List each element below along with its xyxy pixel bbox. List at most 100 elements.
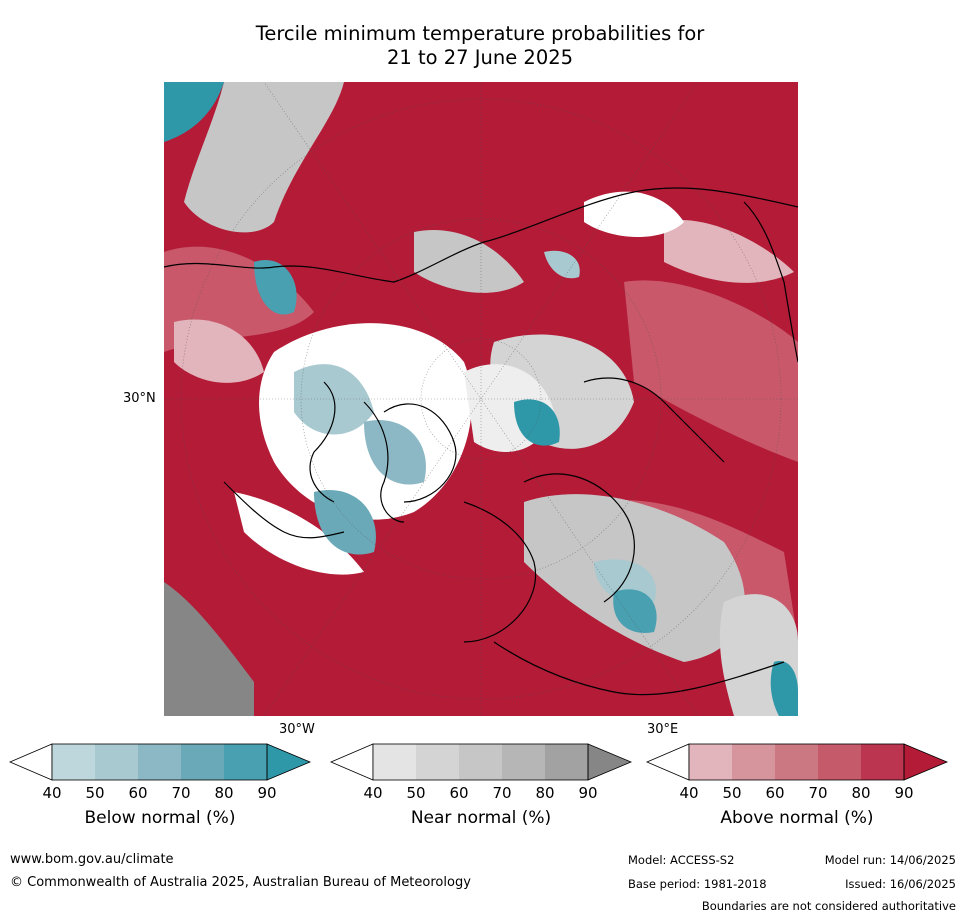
colorbar-segment xyxy=(903,743,949,781)
coastline xyxy=(743,201,798,363)
colorbar-segment xyxy=(459,744,502,780)
coastlines xyxy=(164,187,798,696)
colorbar-segment xyxy=(181,744,224,780)
coastline xyxy=(223,481,345,539)
model-run-date: Model run: 14/06/2025 xyxy=(824,853,956,867)
longitude-label-30e: 30°E xyxy=(647,722,679,737)
colorbar-title: Above normal (%) xyxy=(720,808,874,828)
coastline xyxy=(309,381,336,503)
above-normal-moderate-region xyxy=(624,280,798,462)
colorbar-tick: 60 xyxy=(128,784,148,802)
colorbar-segment xyxy=(138,744,181,780)
colorbar-tick: 80 xyxy=(214,784,234,802)
colorbar-above-normal: 40 50 60 70 80 90 Above normal (%) xyxy=(645,743,949,828)
coastline xyxy=(164,241,485,283)
graticule xyxy=(164,82,798,716)
map-title-line-1: Tercile minimum temperature probabilitie… xyxy=(255,22,705,45)
colorbar-tick: 40 xyxy=(42,784,62,802)
colorbar-outline xyxy=(51,743,268,781)
colorbar-segment xyxy=(645,743,690,781)
colorbar-ticks: 40 50 60 70 80 90 xyxy=(331,784,631,804)
map-title: Tercile minimum temperature probabilitie… xyxy=(160,22,800,70)
coastline xyxy=(383,403,457,503)
low-probability-region xyxy=(234,492,364,575)
colorbar-segment xyxy=(818,744,861,780)
colorbar-segment xyxy=(861,744,904,780)
colorbar-segment xyxy=(329,743,374,781)
colorbar-outline xyxy=(688,743,905,781)
boundaries-disclaimer: Boundaries are not considered authoritat… xyxy=(701,899,956,913)
colorbar-segment xyxy=(373,744,416,780)
colorbar-tick: 50 xyxy=(85,784,105,802)
colorbar-segment xyxy=(8,743,53,781)
near-normal-region xyxy=(184,82,344,233)
colorbar-segment xyxy=(95,744,138,780)
coastline xyxy=(463,501,537,643)
colorbar-tick: 80 xyxy=(851,784,871,802)
below-normal-region xyxy=(544,250,580,279)
map-title-line-2: 21 to 27 June 2025 xyxy=(386,46,574,69)
colorbar-segment xyxy=(52,744,95,780)
colorbar-tick: 70 xyxy=(808,784,828,802)
base-period: Base period: 1981-2018 xyxy=(628,877,767,891)
meridian xyxy=(263,82,699,716)
near-normal-region xyxy=(414,230,524,293)
colorbar-segment xyxy=(502,744,545,780)
low-probability-region xyxy=(584,191,684,237)
above-normal-light-region xyxy=(174,319,264,383)
colorbar-near-normal: 40 50 60 70 80 90 Near normal (%) xyxy=(329,743,633,828)
colorbar-below-normal: 40 50 60 70 80 90 Below normal (%) xyxy=(8,743,312,828)
colorbar-tick: 70 xyxy=(171,784,191,802)
colorbar-tick: 40 xyxy=(679,784,699,802)
colorbar-segment xyxy=(266,743,312,781)
latitude-circle xyxy=(300,218,662,580)
colorbar-tick: 90 xyxy=(257,784,277,802)
colorbar-below-normal-swatches xyxy=(8,743,312,781)
colorbar-tick: 70 xyxy=(492,784,512,802)
issued-date: Issued: 16/06/2025 xyxy=(845,877,956,891)
below-normal-region xyxy=(613,589,657,633)
colorbar-segment xyxy=(545,744,588,780)
colorbar-tick: 80 xyxy=(535,784,555,802)
colorbar-tick: 60 xyxy=(765,784,785,802)
copyright-notice: © Commonwealth of Australia 2025, Austra… xyxy=(10,875,471,890)
colorbar-tick: 90 xyxy=(894,784,914,802)
below-normal-region xyxy=(314,490,376,555)
colorbar-segment xyxy=(416,744,459,780)
colorbar-segment xyxy=(224,744,267,780)
colorbar-ticks: 40 50 60 70 80 90 xyxy=(647,784,947,804)
below-normal-region xyxy=(254,260,297,315)
model-name: Model: ACCESS-S2 xyxy=(628,853,735,867)
latitude-label-30n: 30°N xyxy=(123,391,156,406)
below-normal-region xyxy=(364,420,426,485)
coastline xyxy=(583,377,725,463)
near-normal-region-dark xyxy=(164,582,254,716)
below-normal-region xyxy=(514,399,560,446)
colorbar-segment xyxy=(689,744,732,780)
colorbar-tick: 50 xyxy=(722,784,742,802)
colorbar-title: Near normal (%) xyxy=(410,808,552,828)
below-normal-region xyxy=(164,82,224,142)
above-normal-light-region xyxy=(664,220,794,283)
colorbar-tick: 50 xyxy=(406,784,426,802)
colorbar-title: Below normal (%) xyxy=(84,808,236,828)
colorbar-tick: 60 xyxy=(449,784,469,802)
colorbar-segment xyxy=(775,744,818,780)
colorbar-tick: 40 xyxy=(363,784,383,802)
colorbar-ticks: 40 50 60 70 80 90 xyxy=(10,784,310,804)
coastline xyxy=(493,641,785,696)
coastline xyxy=(363,401,405,523)
colorbar-tick: 90 xyxy=(578,784,598,802)
latitude-circle xyxy=(180,98,782,700)
coastline xyxy=(483,187,798,243)
below-normal-region xyxy=(770,661,798,716)
latitude-circle xyxy=(420,338,542,460)
tercile-probability-map xyxy=(164,82,798,716)
colorbar-segment xyxy=(732,744,775,780)
colorbar-above-normal-swatches xyxy=(645,743,949,781)
longitude-label-30w: 30°W xyxy=(279,722,315,737)
website-link[interactable]: www.bom.gov.au/climate xyxy=(10,852,174,867)
colorbar-near-normal-swatches xyxy=(329,743,633,781)
colorbar-segment xyxy=(587,743,633,781)
coastline xyxy=(523,473,635,603)
